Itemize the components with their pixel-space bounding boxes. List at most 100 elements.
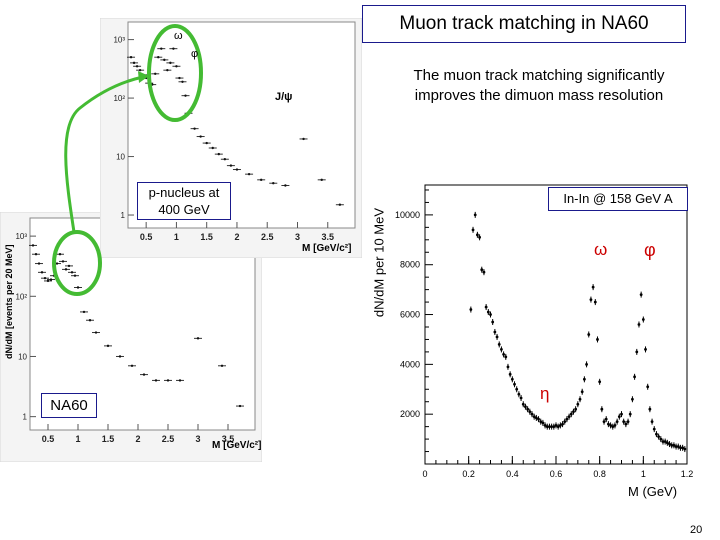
- plot-frame: [424, 184, 688, 465]
- data-point: [534, 416, 538, 420]
- slide-subtitle: The muon track matching significantly im…: [413, 67, 665, 104]
- data-point: [508, 372, 512, 376]
- data-point: [129, 56, 133, 59]
- data-point: [238, 404, 242, 408]
- data-point: [471, 228, 475, 232]
- data-point: [683, 447, 687, 451]
- data-point: [172, 47, 175, 50]
- data-point: [609, 423, 612, 427]
- y-tick-label: 4000: [400, 359, 420, 369]
- na60-label-box: NA60: [41, 393, 97, 418]
- x-tick-label: 1: [641, 469, 646, 479]
- data-point: [661, 440, 665, 443]
- data-point: [607, 422, 610, 426]
- data-point: [674, 445, 678, 448]
- data-point: [302, 137, 305, 141]
- data-point: [648, 407, 652, 411]
- x-tick-label: 0.8: [593, 469, 606, 479]
- data-point: [480, 268, 484, 272]
- data-point: [585, 362, 588, 366]
- data-point: [70, 271, 74, 274]
- data-point: [31, 244, 35, 247]
- data-point: [545, 425, 549, 429]
- data-point: [247, 172, 251, 176]
- data-point: [58, 253, 62, 256]
- data-point: [663, 440, 667, 443]
- connector-arrow: [64, 75, 144, 233]
- data-point: [515, 387, 519, 391]
- data-point: [138, 68, 142, 72]
- data-point: [558, 423, 562, 427]
- data-point: [598, 380, 602, 384]
- data-point: [665, 441, 669, 445]
- data-point: [118, 355, 122, 358]
- data-point: [163, 58, 166, 62]
- y-tick-label: 6000: [400, 310, 420, 320]
- data-point: [486, 310, 490, 314]
- slide-title: Muon track matching in NA60: [362, 5, 686, 43]
- data-point: [478, 235, 481, 239]
- x-tick-label: 0.2: [462, 469, 475, 479]
- x-tick-label: 0.5: [42, 434, 55, 444]
- data-point: [493, 330, 497, 334]
- data-point: [55, 262, 59, 265]
- data-point: [574, 407, 578, 411]
- inin-omega-label: ω: [594, 240, 608, 259]
- page-number: 20: [690, 524, 703, 536]
- y-tick-label: 10: [18, 352, 27, 361]
- y-tick-label: 10³: [113, 36, 125, 45]
- data-point: [220, 364, 224, 367]
- data-point: [578, 397, 582, 401]
- pa-omega-label: ω: [174, 30, 183, 42]
- x-tick-label: 0: [422, 469, 427, 479]
- y-tick-label: 10: [116, 153, 125, 162]
- pa-x-axis-label: M [GeV/c²]: [302, 243, 352, 254]
- na60-x-axis-label: M [GeV/c²]: [212, 440, 262, 451]
- data-point: [626, 420, 630, 424]
- inin-phi-label: φ: [644, 240, 656, 260]
- x-tick-label: 2: [234, 232, 239, 242]
- data-point: [184, 94, 187, 97]
- inin-eta-label: η: [540, 384, 550, 403]
- data-point: [526, 407, 530, 411]
- data-point: [34, 253, 38, 256]
- data-point: [591, 285, 595, 289]
- data-point: [679, 446, 682, 450]
- y-tick-label: 10000: [395, 210, 420, 220]
- na60-y-axis-label: dN/dM [events per 20 MeV]: [4, 244, 14, 359]
- data-point: [541, 421, 545, 425]
- data-point: [602, 420, 606, 424]
- data-point: [582, 377, 586, 381]
- data-point: [64, 268, 68, 271]
- data-point: [166, 68, 169, 72]
- data-point: [532, 415, 536, 419]
- data-point: [589, 298, 593, 301]
- data-point: [600, 407, 604, 411]
- data-point: [539, 420, 543, 424]
- data-point: [517, 392, 521, 396]
- x-tick-label: 2.5: [261, 232, 274, 242]
- data-point: [135, 65, 139, 68]
- data-point: [567, 415, 571, 419]
- data-point: [132, 61, 136, 65]
- data-point: [635, 350, 639, 354]
- x-tick-label: 0.5: [140, 232, 153, 242]
- x-tick-label: 2.5: [162, 434, 175, 444]
- data-point: [211, 146, 214, 150]
- omega-phi-highlight-left: [52, 230, 102, 296]
- data-point: [628, 412, 632, 416]
- y-tick-label: 1: [23, 413, 28, 422]
- data-point: [611, 425, 615, 429]
- data-point: [521, 402, 525, 406]
- data-point: [510, 377, 514, 381]
- data-point: [569, 412, 573, 416]
- data-point: [169, 61, 172, 65]
- data-point: [76, 286, 80, 289]
- pa-jpsi-label: J/ψ: [275, 91, 293, 103]
- data-point: [580, 390, 584, 394]
- x-tick-label: 1: [174, 232, 179, 242]
- data-point: [596, 338, 599, 341]
- y-tick-label: 10³: [15, 232, 27, 241]
- x-tick-label: 0.6: [550, 469, 563, 479]
